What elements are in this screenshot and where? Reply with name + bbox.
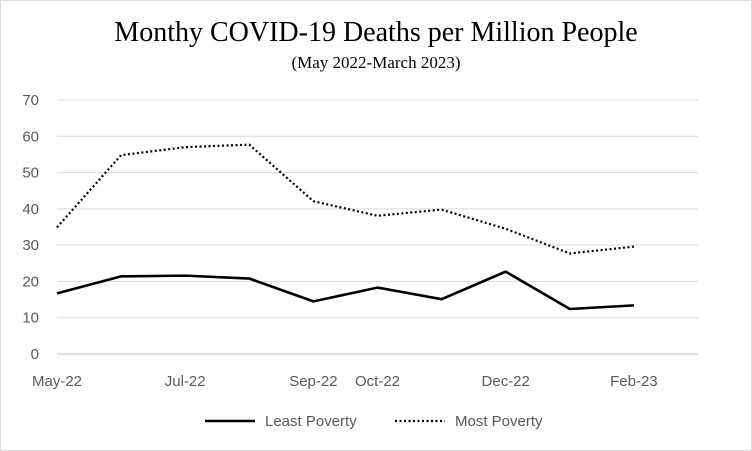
series-line-least-poverty <box>56 270 634 311</box>
legend-item-least-poverty: Least Poverty <box>205 413 357 430</box>
y-tick-label: 30 <box>22 237 39 254</box>
x-tick-label: May-22 <box>32 373 82 390</box>
y-tick-label: 10 <box>22 310 39 327</box>
x-tick-label: Feb-23 <box>610 373 658 390</box>
y-tick-label: 40 <box>22 201 39 218</box>
y-tick-label: 20 <box>22 273 39 290</box>
x-tick-label: Sep-22 <box>289 373 337 390</box>
y-tick-label: 70 <box>22 92 39 109</box>
chart-title: Monthy COVID-19 Deaths per Million Peopl… <box>114 17 638 48</box>
x-tick-label: Dec-22 <box>482 373 530 390</box>
x-tick-label: Oct-22 <box>355 373 400 390</box>
y-tick-label: 0 <box>31 346 39 363</box>
chart-subtitle: (May 2022-March 2023) <box>291 53 461 72</box>
legend-label: Least Poverty <box>265 413 357 430</box>
x-tick-label: Jul-22 <box>165 373 206 390</box>
series-line-most-poverty <box>56 143 635 255</box>
y-tick-label: 50 <box>22 165 39 182</box>
y-tick-label: 60 <box>22 128 39 145</box>
legend-label: Most Poverty <box>455 413 543 430</box>
legend-item-most-poverty: Most Poverty <box>395 413 543 430</box>
